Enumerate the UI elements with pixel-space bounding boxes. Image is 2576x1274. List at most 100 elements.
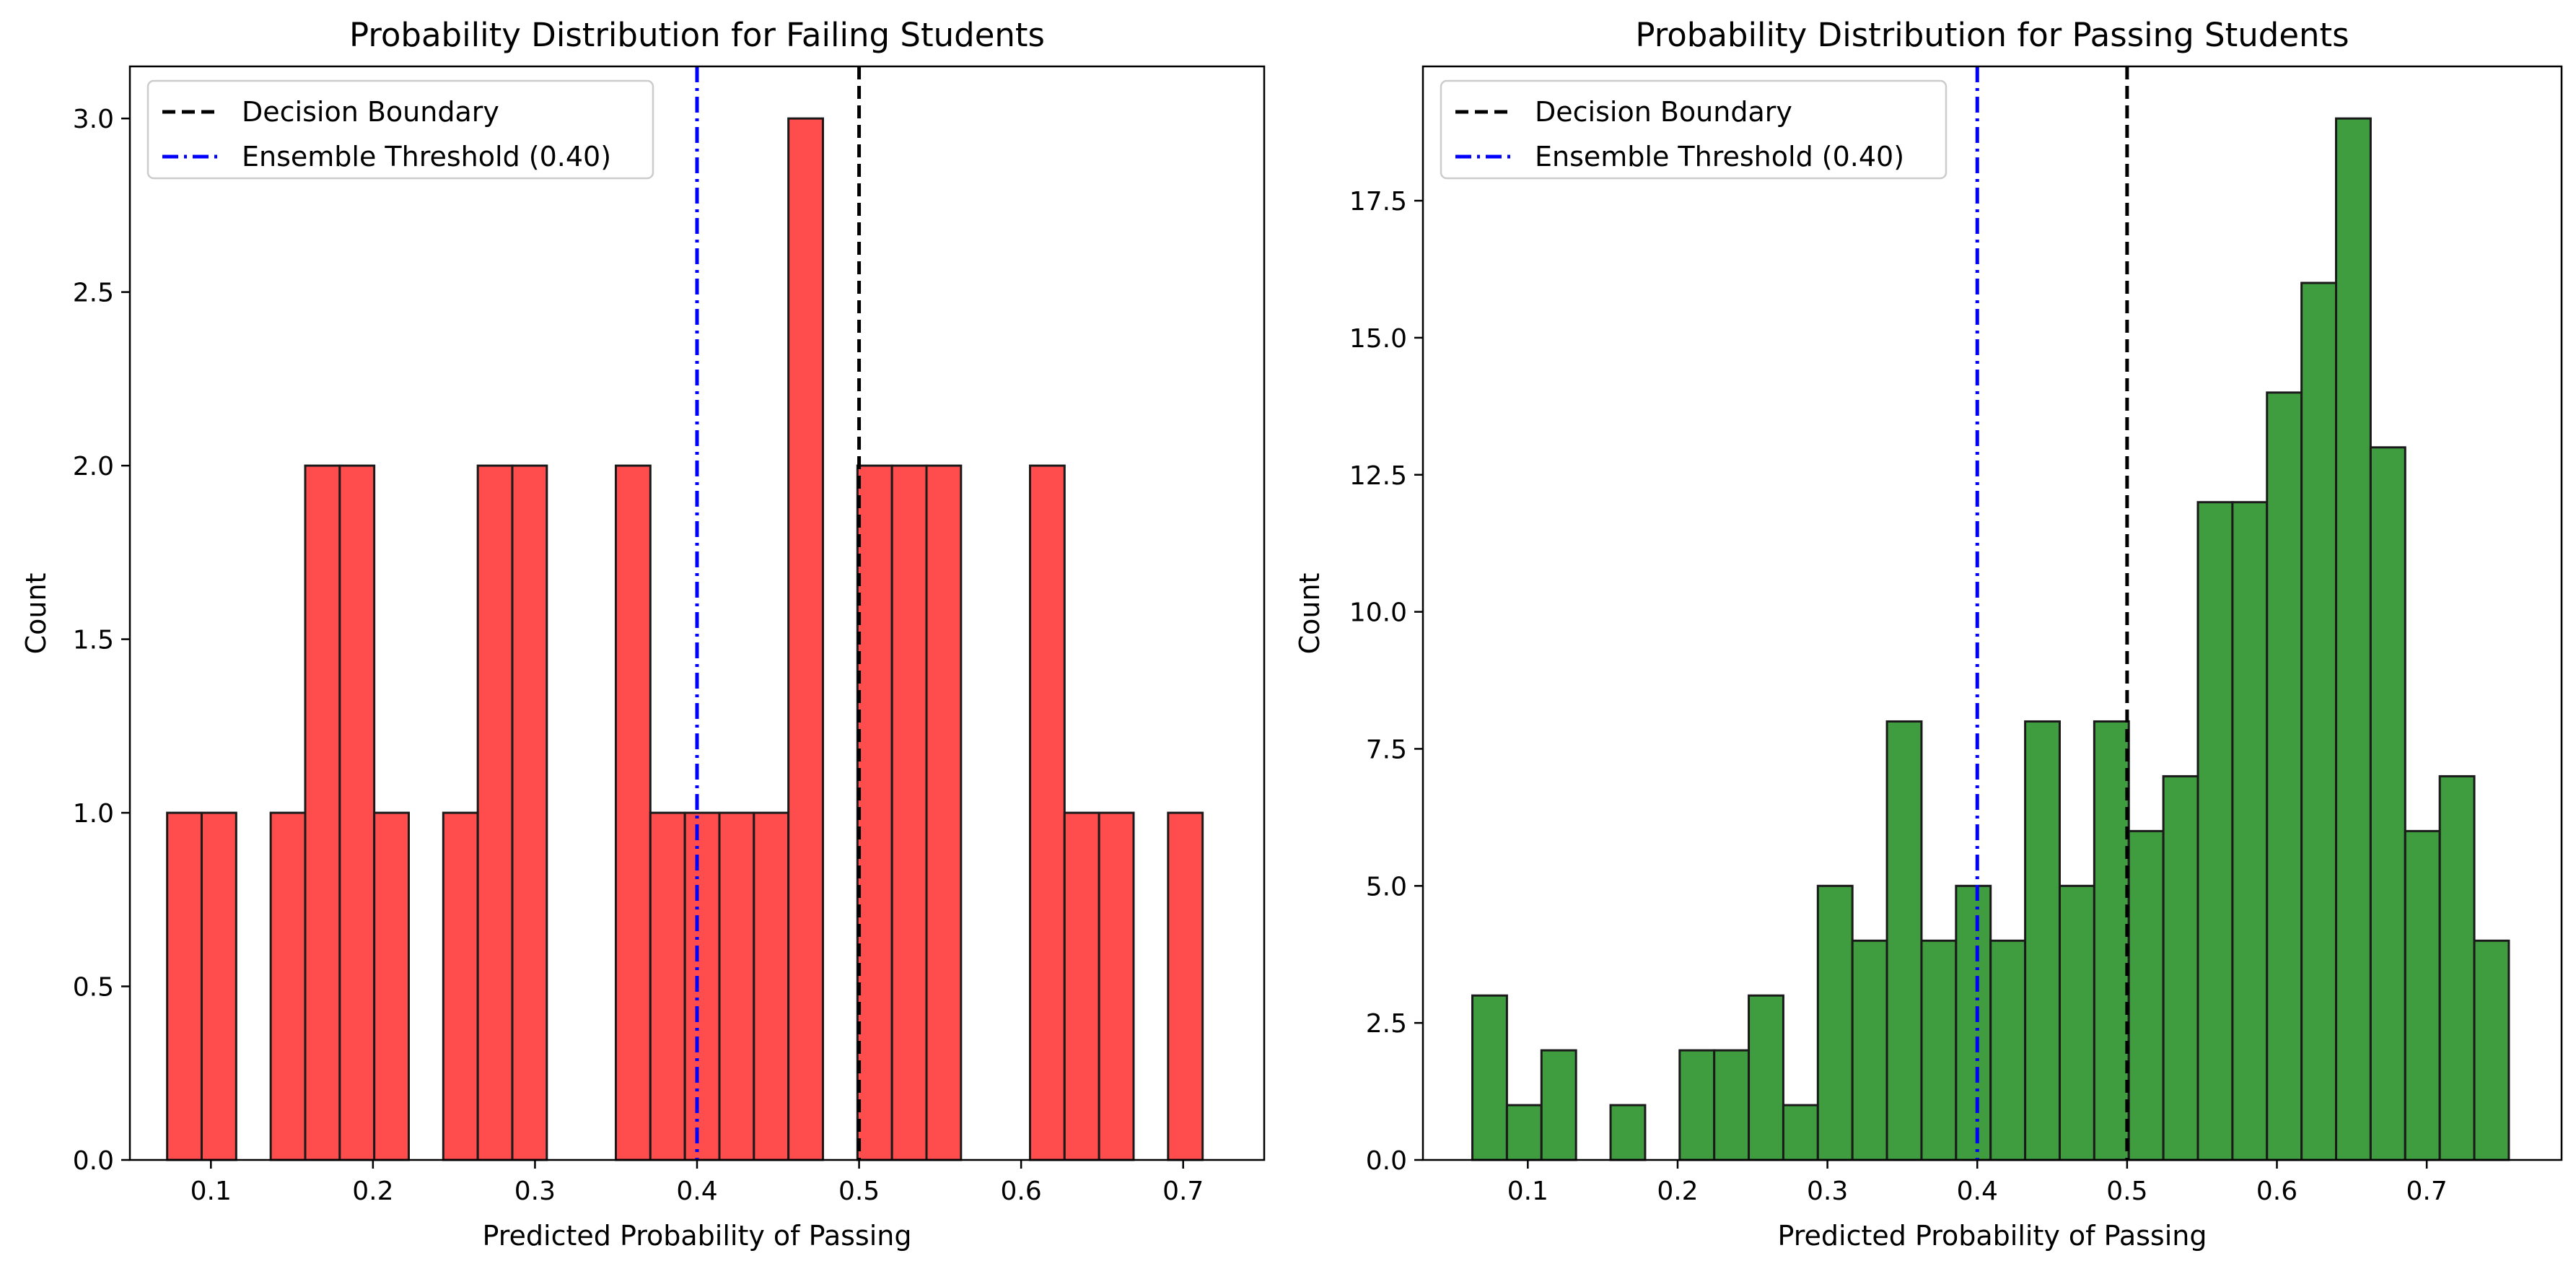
histogram-bar: [1816, 884, 1854, 1161]
x-tick-label: 0.5: [2106, 1177, 2147, 1206]
histogram-bar: [1748, 994, 1784, 1161]
histogram-bar: [1098, 811, 1135, 1161]
histogram-bar: [1989, 939, 2027, 1161]
histogram-bar: [1028, 464, 1066, 1161]
histogram-bar: [166, 811, 203, 1161]
histogram-bar: [338, 464, 376, 1161]
histogram-bar: [753, 811, 790, 1161]
x-tick-label: 0.6: [1001, 1177, 1042, 1206]
chart-title: Probability Distribution for Failing Stu…: [349, 16, 1045, 54]
histogram-bar: [1471, 994, 1508, 1161]
legend: Decision Boundary Ensemble Threshold (0.4…: [146, 79, 654, 180]
chart-failing-students: Probability Distribution for Failing Stu…: [20, 16, 1266, 1252]
histogram-bar: [2127, 829, 2165, 1161]
y-tick-label: 2.0: [73, 452, 114, 481]
histogram-bar: [2231, 501, 2269, 1161]
y-tick-label: 2.5: [73, 279, 114, 308]
histogram-bar: [1609, 1104, 1647, 1161]
histogram-bar: [373, 811, 410, 1161]
y-axis-label: Count: [1294, 573, 1326, 655]
x-tick-label: 0.7: [2406, 1177, 2447, 1206]
histogram-bar: [1678, 1049, 1716, 1161]
histogram-bar: [856, 464, 893, 1161]
bars-group: [166, 117, 1204, 1161]
x-tick-label: 0.3: [514, 1177, 556, 1206]
chart-title: Probability Distribution for Passing Stu…: [1635, 16, 2349, 54]
reference-lines: [1975, 66, 2129, 1160]
x-tick-label: 0.1: [1507, 1177, 1548, 1206]
histogram-bar: [614, 464, 652, 1161]
y-tick-label: 12.5: [1349, 461, 1407, 491]
histogram-bar: [269, 811, 307, 1161]
legend-label: Decision Boundary: [1535, 96, 1792, 128]
y-tick-label: 2.5: [1366, 1009, 1407, 1039]
legend-label: Decision Boundary: [242, 96, 499, 128]
y-tick-label: 7.5: [1366, 735, 1407, 764]
histogram-bar: [1920, 939, 1958, 1161]
histogram-bar: [2266, 391, 2303, 1161]
x-axis-label: Predicted Probability of Passing: [483, 1220, 912, 1252]
histogram-bar: [2473, 939, 2510, 1161]
y-tick-label: 10.0: [1349, 598, 1407, 628]
histogram-bar: [2162, 775, 2199, 1161]
y-tick-label: 0.0: [73, 1146, 114, 1176]
x-tick-label: 0.4: [676, 1177, 717, 1206]
chart-passing-students: Probability Distribution for Passing Stu…: [1294, 16, 2563, 1252]
x-axis-ticks: 0.1 0.2 0.3 0.4 0.5 0.6 0.7: [190, 1160, 1204, 1206]
y-tick-label: 1.0: [73, 799, 114, 829]
histogram-bar: [2438, 775, 2476, 1161]
histogram-bar: [1713, 1049, 1751, 1161]
y-tick-label: 0.5: [73, 973, 114, 1003]
y-tick-label: 1.5: [73, 626, 114, 655]
x-tick-label: 0.1: [190, 1177, 232, 1206]
histogram-bar: [1955, 884, 1992, 1161]
x-axis-ticks: 0.1 0.2 0.3 0.4 0.5 0.6 0.7: [1507, 1160, 2448, 1206]
histogram-bar: [2369, 446, 2406, 1161]
histogram-bar: [1782, 1104, 1819, 1161]
histogram-bar: [1851, 939, 1888, 1161]
histogram-bar: [2093, 720, 2130, 1161]
legend-label: Ensemble Threshold (0.40): [1535, 141, 1904, 173]
histogram-bar: [304, 464, 341, 1161]
y-axis-label: Count: [20, 573, 52, 655]
histogram-bar: [511, 464, 548, 1161]
histogram-bar: [1505, 1104, 1543, 1161]
histogram-bar: [2196, 501, 2234, 1161]
histogram-bar: [787, 117, 824, 1161]
histogram-bar: [442, 811, 479, 1161]
histogram-bar: [2058, 884, 2095, 1161]
x-axis-label: Predicted Probability of Passing: [1778, 1220, 2207, 1252]
histogram-bar: [2024, 720, 2061, 1161]
histogram-bar: [2300, 282, 2338, 1161]
histogram-bar: [2335, 117, 2372, 1161]
histogram-bar: [1885, 720, 1923, 1161]
histogram-bar: [476, 464, 514, 1161]
y-tick-label: 0.0: [1366, 1146, 1407, 1176]
histogram-bar: [649, 811, 686, 1161]
reference-lines: [695, 66, 862, 1160]
x-tick-label: 0.6: [2256, 1177, 2297, 1206]
x-tick-label: 0.2: [1657, 1177, 1698, 1206]
x-tick-label: 0.5: [838, 1177, 880, 1206]
y-tick-label: 17.5: [1349, 187, 1407, 217]
y-tick-label: 3.0: [73, 105, 114, 134]
histogram-bar: [200, 811, 237, 1161]
histogram-bar: [890, 464, 928, 1161]
legend-label: Ensemble Threshold (0.40): [242, 141, 611, 173]
x-tick-label: 0.7: [1162, 1177, 1204, 1206]
y-axis-ticks: 0.0 2.5 5.0 7.5 10.0 12.5 15.0 17.5: [1349, 187, 1423, 1176]
x-tick-label: 0.3: [1807, 1177, 1848, 1206]
legend: Decision Boundary Ensemble Threshold (0.4…: [1440, 79, 1948, 180]
x-tick-label: 0.2: [352, 1177, 393, 1206]
legend-box: [146, 79, 654, 180]
plot-frame: [1421, 65, 2563, 1161]
x-tick-label: 0.4: [1957, 1177, 1998, 1206]
histogram-bar: [1167, 811, 1204, 1161]
y-axis-ticks: 0.0 0.5 1.0 1.5 2.0 2.5 3.0: [73, 105, 130, 1176]
histogram-bar: [1540, 1049, 1577, 1161]
legend-box: [1440, 79, 1948, 180]
histogram-bar: [2404, 829, 2441, 1161]
histogram-bar: [683, 811, 721, 1161]
y-tick-label: 15.0: [1349, 324, 1407, 354]
